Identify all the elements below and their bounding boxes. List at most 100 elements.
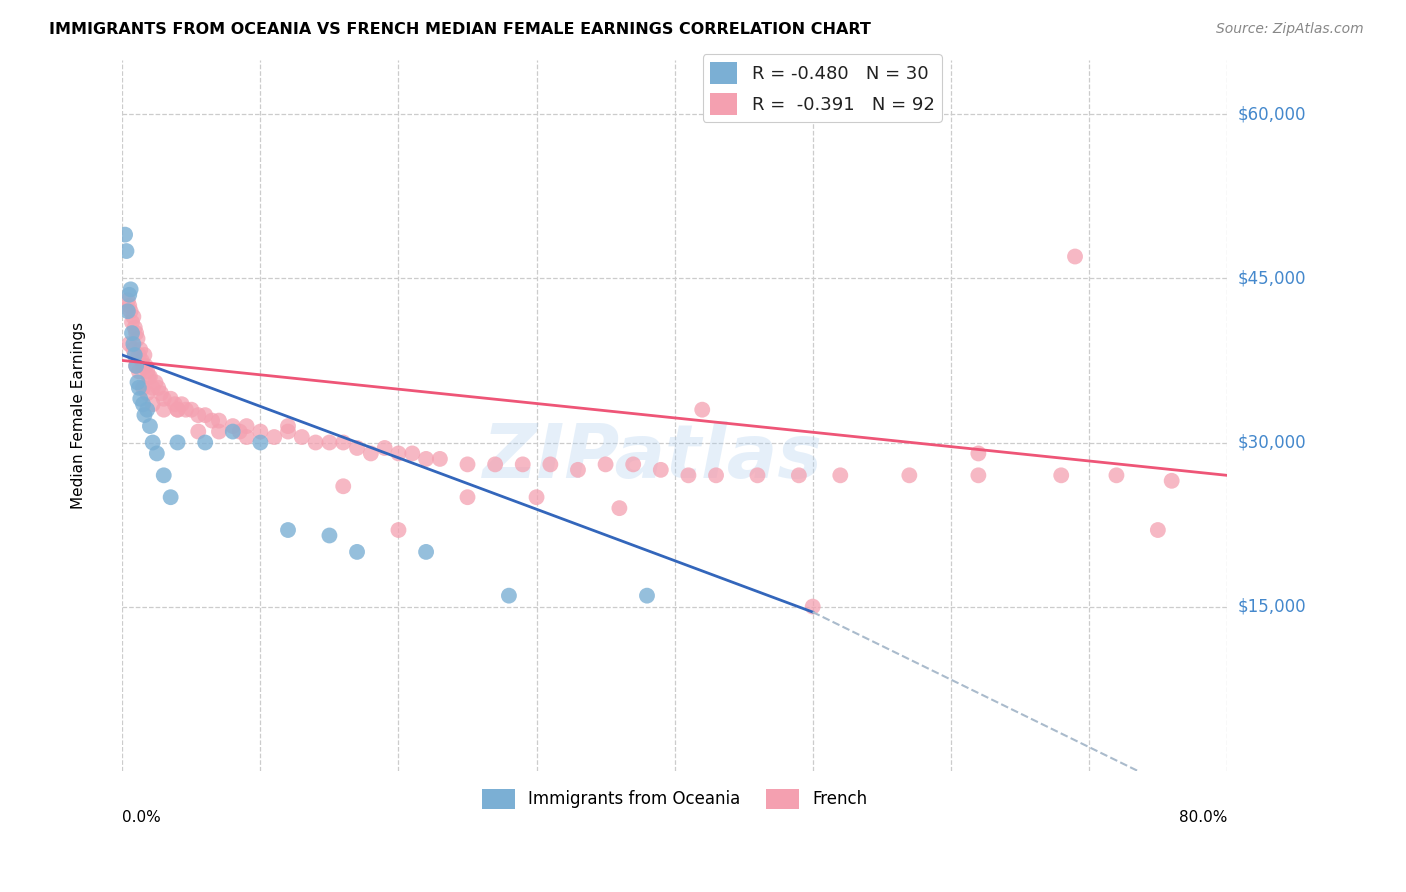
Point xyxy=(208,425,231,439)
Point xyxy=(277,419,299,434)
Text: ZIPatlas: ZIPatlas xyxy=(482,421,823,494)
Point xyxy=(128,381,150,395)
Point xyxy=(498,589,520,603)
Point xyxy=(249,425,271,439)
Point xyxy=(132,359,155,373)
Point xyxy=(967,446,990,460)
Point xyxy=(360,446,382,460)
Point xyxy=(129,343,152,357)
Point xyxy=(194,408,217,422)
Point xyxy=(222,425,245,439)
Point xyxy=(457,458,479,472)
Point xyxy=(332,479,354,493)
Point xyxy=(187,425,209,439)
Point xyxy=(801,599,824,614)
Point xyxy=(235,419,257,434)
Point xyxy=(118,337,141,351)
Point xyxy=(139,419,162,434)
Point xyxy=(127,376,149,390)
Point xyxy=(1147,523,1170,537)
Point xyxy=(650,463,672,477)
Point xyxy=(135,359,157,373)
Point xyxy=(145,376,167,390)
Point xyxy=(136,386,159,401)
Text: IMMIGRANTS FROM OCEANIA VS FRENCH MEDIAN FEMALE EARNINGS CORRELATION CHART: IMMIGRANTS FROM OCEANIA VS FRENCH MEDIAN… xyxy=(49,22,872,37)
Point xyxy=(122,310,145,324)
Point xyxy=(128,364,150,378)
Point xyxy=(387,446,409,460)
Point xyxy=(129,392,152,406)
Point xyxy=(387,523,409,537)
Point xyxy=(291,430,314,444)
Point xyxy=(787,468,810,483)
Point xyxy=(636,589,658,603)
Point xyxy=(187,408,209,422)
Point xyxy=(512,458,534,472)
Point xyxy=(374,441,396,455)
Point xyxy=(159,392,181,406)
Point xyxy=(332,435,354,450)
Point xyxy=(121,315,143,329)
Point xyxy=(621,458,644,472)
Point xyxy=(134,348,156,362)
Point xyxy=(263,430,285,444)
Point xyxy=(117,293,139,308)
Point xyxy=(152,402,174,417)
Point xyxy=(277,425,299,439)
Point xyxy=(704,468,727,483)
Point xyxy=(830,468,852,483)
Point xyxy=(222,419,245,434)
Text: 0.0%: 0.0% xyxy=(122,810,162,825)
Point xyxy=(898,468,921,483)
Point xyxy=(429,451,451,466)
Point xyxy=(1105,468,1128,483)
Point xyxy=(747,468,769,483)
Point xyxy=(228,425,250,439)
Point xyxy=(138,369,160,384)
Point xyxy=(457,490,479,504)
Point xyxy=(595,458,617,472)
Point xyxy=(114,227,136,242)
Point xyxy=(122,343,145,357)
Point xyxy=(201,414,224,428)
Point xyxy=(124,320,146,334)
Legend: Immigrants from Oceania, French: Immigrants from Oceania, French xyxy=(475,782,875,815)
Point xyxy=(180,402,202,417)
Point xyxy=(134,408,156,422)
Text: 80.0%: 80.0% xyxy=(1178,810,1227,825)
Point xyxy=(152,468,174,483)
Point xyxy=(121,326,143,340)
Point xyxy=(678,468,700,483)
Point xyxy=(166,435,188,450)
Point xyxy=(235,430,257,444)
Text: $45,000: $45,000 xyxy=(1239,269,1306,287)
Text: Source: ZipAtlas.com: Source: ZipAtlas.com xyxy=(1216,22,1364,37)
Point xyxy=(609,501,631,516)
Point xyxy=(132,381,155,395)
Point xyxy=(139,369,162,384)
Point xyxy=(115,244,138,258)
Point xyxy=(132,397,155,411)
Point xyxy=(174,402,197,417)
Point xyxy=(122,337,145,351)
Point xyxy=(159,490,181,504)
Point xyxy=(166,402,188,417)
Point xyxy=(526,490,548,504)
Point xyxy=(125,359,148,373)
Point xyxy=(304,435,326,450)
Point xyxy=(163,397,186,411)
Text: $60,000: $60,000 xyxy=(1239,105,1306,123)
Point xyxy=(249,435,271,450)
Point xyxy=(967,468,990,483)
Point xyxy=(117,304,139,318)
Point xyxy=(318,528,340,542)
Point xyxy=(401,446,423,460)
Text: $15,000: $15,000 xyxy=(1239,598,1306,615)
Point xyxy=(118,288,141,302)
Text: $30,000: $30,000 xyxy=(1239,434,1306,451)
Point xyxy=(318,435,340,450)
Point xyxy=(120,282,142,296)
Point xyxy=(567,463,589,477)
Point xyxy=(346,441,368,455)
Point xyxy=(136,402,159,417)
